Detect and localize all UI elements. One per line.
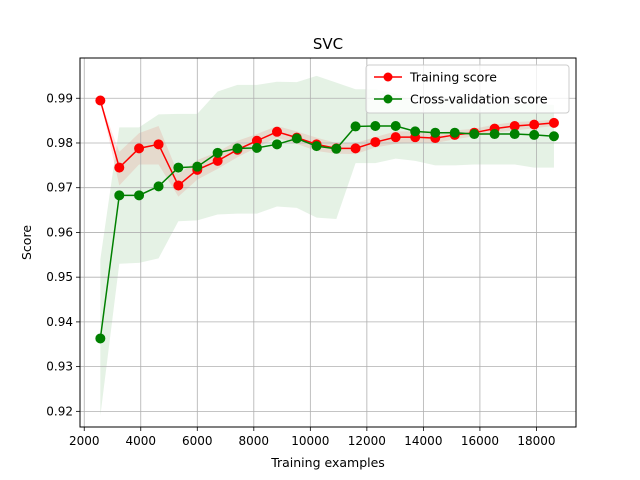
- x-tick-label: 12000: [348, 434, 386, 448]
- y-tick-label: 0.93: [46, 360, 73, 374]
- data-point: [529, 119, 540, 130]
- data-point: [153, 139, 164, 150]
- data-point: [232, 143, 243, 154]
- data-point: [114, 162, 125, 173]
- data-point: [271, 139, 282, 150]
- data-point: [173, 180, 184, 191]
- legend-marker-0: [383, 72, 393, 82]
- x-axis-ticks: 2000 4000 6000 8000 10000 12000 14000 16000 1800…: [69, 427, 556, 448]
- y-tick-label: 0.99: [46, 91, 73, 105]
- data-point: [271, 126, 282, 137]
- data-point: [311, 141, 322, 152]
- x-tick-label: 4000: [125, 434, 156, 448]
- data-point: [134, 143, 145, 154]
- data-point: [192, 161, 203, 172]
- y-tick-label: 0.95: [46, 270, 73, 284]
- y-tick-label: 0.97: [46, 181, 73, 195]
- grid-lines: [80, 58, 576, 427]
- legend-label-0: Training score: [409, 70, 497, 85]
- data-point: [134, 190, 145, 201]
- data-point: [430, 127, 441, 138]
- data-point: [469, 129, 480, 140]
- plot-frame: [79, 57, 577, 428]
- data-point: [529, 129, 540, 140]
- data-point: [370, 120, 381, 131]
- data-point: [350, 143, 361, 154]
- data-point: [95, 95, 106, 106]
- x-tick-label: 14000: [404, 434, 442, 448]
- data-point: [548, 117, 559, 128]
- series-lines: [95, 95, 559, 344]
- x-tick-label: 10000: [291, 434, 329, 448]
- data-point: [251, 142, 262, 153]
- y-axis-label: Score: [19, 225, 34, 260]
- data-point: [390, 120, 401, 131]
- legend-box: [365, 64, 570, 114]
- data-point: [291, 133, 302, 144]
- data-point: [153, 181, 164, 192]
- data-point: [509, 129, 520, 140]
- data-point: [212, 147, 223, 158]
- confidence-band-0: [100, 100, 554, 197]
- x-tick-label: 18000: [517, 434, 555, 448]
- x-tick-label: 16000: [461, 434, 499, 448]
- x-axis-label: Training examples: [270, 455, 385, 470]
- data-point: [449, 127, 460, 138]
- data-point: [489, 129, 500, 140]
- x-tick-label: 2000: [69, 434, 100, 448]
- data-point: [173, 162, 184, 173]
- data-point: [350, 121, 361, 132]
- y-tick-label: 0.96: [46, 225, 73, 239]
- data-point: [410, 126, 421, 137]
- y-tick-label: 0.94: [46, 315, 73, 329]
- x-tick-label: 8000: [239, 434, 270, 448]
- legend: Training score Cross-validation score: [365, 64, 570, 114]
- y-tick-label: 0.98: [46, 136, 73, 150]
- data-point: [331, 143, 342, 154]
- data-point: [390, 132, 401, 143]
- data-point: [370, 137, 381, 148]
- x-tick-label: 6000: [182, 434, 213, 448]
- legend-label-1: Cross-validation score: [410, 92, 548, 107]
- y-axis-ticks: 0.92 0.93 0.94 0.95 0.96 0.97 0.98 0.99: [46, 91, 80, 418]
- data-point: [548, 131, 559, 142]
- data-point: [95, 333, 106, 344]
- legend-marker-1: [383, 94, 393, 104]
- data-point: [114, 190, 125, 201]
- chart-title: SVC: [313, 35, 343, 53]
- y-tick-label: 0.92: [46, 404, 73, 418]
